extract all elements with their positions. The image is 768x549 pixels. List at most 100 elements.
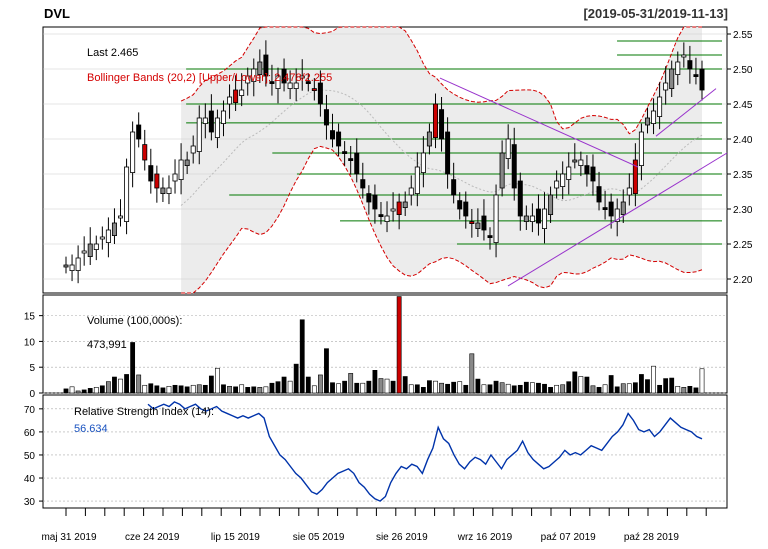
candle-body xyxy=(208,110,214,133)
volume-bar xyxy=(487,384,493,394)
volume-bar xyxy=(366,380,372,394)
candle-body xyxy=(130,131,136,173)
volume-bar xyxy=(669,377,675,394)
candle-body xyxy=(602,207,608,211)
candle-body xyxy=(263,54,269,77)
candle-body xyxy=(257,61,263,75)
volume-bar xyxy=(106,381,111,394)
candle-body xyxy=(136,124,142,140)
volume-bar xyxy=(317,374,323,394)
volume-title: Volume (100,000s): xyxy=(87,315,182,327)
candle-body xyxy=(287,82,293,89)
price-tick-label: 2.30 xyxy=(733,205,753,216)
volume-bar xyxy=(336,383,341,394)
candle-body xyxy=(420,152,426,174)
volume-bar xyxy=(523,381,529,394)
x-axis-label: sie 26 2019 xyxy=(376,532,428,543)
candle-body xyxy=(445,131,451,175)
price-tick-label: 2.50 xyxy=(733,65,753,76)
candle-body xyxy=(111,222,117,236)
volume-bar xyxy=(184,386,190,394)
candle-body xyxy=(227,96,233,105)
volume-bar xyxy=(608,375,614,394)
candle-body xyxy=(638,131,644,166)
candle-body xyxy=(154,173,160,189)
volume-bar xyxy=(469,353,475,394)
candle-body xyxy=(523,215,529,222)
candle-body xyxy=(475,222,481,229)
candle-body xyxy=(493,194,499,243)
candle-body xyxy=(542,208,548,230)
volume-bar xyxy=(566,381,572,394)
candle-body xyxy=(148,165,154,182)
volume-bar xyxy=(451,381,457,394)
candle-body xyxy=(554,180,560,189)
candle-body xyxy=(620,201,626,216)
volume-bar xyxy=(178,385,184,394)
volume-bar xyxy=(342,380,348,394)
volume-bar xyxy=(142,384,148,394)
candle-body xyxy=(548,194,554,216)
candle-body xyxy=(69,264,75,271)
volume-bar xyxy=(275,381,281,394)
bollinger-band-area xyxy=(181,27,703,293)
volume-bar xyxy=(166,385,172,394)
candle-body xyxy=(408,187,414,196)
candle-body xyxy=(275,75,281,90)
candle-body xyxy=(293,82,299,89)
candle-body xyxy=(305,81,311,84)
volume-bar xyxy=(305,376,311,394)
volume-bar xyxy=(208,375,214,394)
volume-bar xyxy=(324,348,329,394)
rsi-panel: 30 40 50 60 70 xyxy=(24,394,728,509)
volume-bar xyxy=(626,383,632,394)
volume-bar xyxy=(130,342,136,394)
candle-body xyxy=(366,193,372,203)
candle-body xyxy=(657,96,663,118)
volume-bar xyxy=(560,384,566,394)
candle-body xyxy=(663,82,669,91)
volume-bar xyxy=(378,378,384,394)
candle-body xyxy=(487,235,493,239)
volume-bar xyxy=(542,383,547,394)
price-tick-label: 2.20 xyxy=(733,275,753,286)
volume-bar xyxy=(245,387,251,394)
candle-body xyxy=(196,117,202,152)
volume-bar xyxy=(427,380,432,394)
volume-bar xyxy=(299,319,305,394)
volume-bar xyxy=(354,382,360,394)
volume-bar xyxy=(251,386,257,394)
volume-bar xyxy=(257,387,263,394)
volume-bar xyxy=(584,376,590,394)
rsi-title: Relative Strength Index (14): xyxy=(74,406,214,418)
volume-panel: 0 5 10 15 xyxy=(24,294,728,400)
price-tick-label: 2.25 xyxy=(733,240,753,251)
candle-body xyxy=(469,221,475,225)
volume-bar xyxy=(590,385,596,394)
volume-bar xyxy=(190,384,196,394)
candle-body xyxy=(202,117,208,124)
volume-tick-label: 0 xyxy=(29,389,35,400)
candle-body xyxy=(75,257,81,271)
volume-bar xyxy=(348,373,354,394)
candle-body xyxy=(178,159,184,181)
volume-bar xyxy=(69,386,75,394)
volume-bar xyxy=(93,387,99,394)
candle-body xyxy=(481,215,487,231)
candle-body xyxy=(432,103,438,138)
candle-body xyxy=(323,109,329,126)
candle-body xyxy=(239,89,245,96)
volume-bar xyxy=(445,383,450,394)
volume-last-value: 473,991 xyxy=(87,339,127,351)
x-axis-label: cze 24 2019 xyxy=(125,532,180,543)
volume-bar xyxy=(269,382,275,394)
candle-body xyxy=(354,152,360,175)
volume-bar xyxy=(390,380,396,394)
volume-bar xyxy=(639,374,644,394)
candle-body xyxy=(214,117,220,139)
candle-body xyxy=(330,130,336,140)
volume-bar xyxy=(548,387,553,394)
candle-body xyxy=(517,180,523,217)
candle-body xyxy=(190,145,196,154)
candle-body xyxy=(457,200,463,210)
